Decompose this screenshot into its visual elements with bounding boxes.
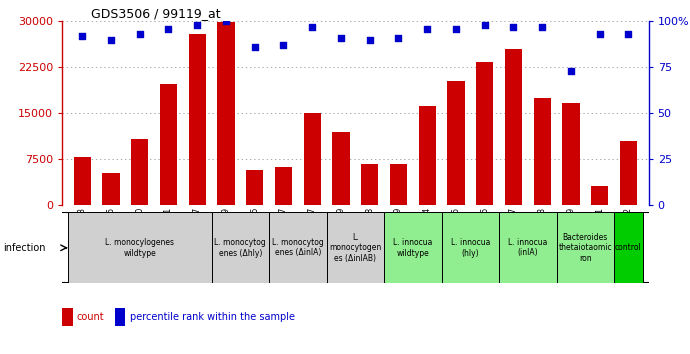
Text: control: control bbox=[615, 243, 642, 252]
FancyBboxPatch shape bbox=[557, 212, 614, 283]
Bar bbox=[562, 103, 580, 205]
Text: L. monocylogenes
wildtype: L. monocylogenes wildtype bbox=[105, 238, 174, 257]
Point bbox=[565, 68, 576, 74]
Bar bbox=[217, 22, 235, 205]
FancyBboxPatch shape bbox=[269, 212, 326, 283]
FancyBboxPatch shape bbox=[442, 212, 499, 283]
Text: L. monocytog
enes (ΔinlA): L. monocytog enes (ΔinlA) bbox=[272, 238, 324, 257]
Point bbox=[537, 24, 548, 30]
Bar bbox=[246, 170, 264, 205]
FancyBboxPatch shape bbox=[614, 212, 643, 283]
Text: GDS3506 / 99119_at: GDS3506 / 99119_at bbox=[91, 7, 221, 20]
Bar bbox=[419, 106, 436, 205]
Point bbox=[192, 22, 203, 28]
Bar bbox=[74, 158, 91, 205]
Bar bbox=[533, 98, 551, 205]
Bar bbox=[160, 84, 177, 205]
Text: L. innocua
wildtype: L. innocua wildtype bbox=[393, 238, 433, 257]
Text: L. innocua
(inlA): L. innocua (inlA) bbox=[508, 238, 548, 257]
Bar bbox=[62, 308, 72, 326]
Text: L.
monocytogen
es (ΔinlAB): L. monocytogen es (ΔinlAB) bbox=[329, 233, 382, 263]
Text: Bacteroides
thetaiotaomic
ron: Bacteroides thetaiotaomic ron bbox=[558, 233, 612, 263]
Bar bbox=[102, 173, 119, 205]
Point bbox=[306, 24, 317, 30]
Point bbox=[134, 31, 145, 37]
Point bbox=[335, 35, 346, 41]
Bar bbox=[275, 167, 292, 205]
Bar bbox=[188, 34, 206, 205]
Point bbox=[422, 26, 433, 32]
FancyBboxPatch shape bbox=[212, 212, 269, 283]
Bar bbox=[390, 164, 407, 205]
FancyBboxPatch shape bbox=[384, 212, 442, 283]
Point bbox=[220, 18, 231, 24]
Text: percentile rank within the sample: percentile rank within the sample bbox=[130, 312, 295, 322]
Bar bbox=[476, 62, 493, 205]
Point bbox=[479, 22, 490, 28]
Point bbox=[451, 26, 462, 32]
Point bbox=[106, 37, 117, 42]
Bar bbox=[447, 81, 464, 205]
Bar bbox=[333, 132, 350, 205]
Point bbox=[623, 31, 634, 37]
FancyBboxPatch shape bbox=[499, 212, 557, 283]
Text: L. monocytog
enes (Δhly): L. monocytog enes (Δhly) bbox=[215, 238, 266, 257]
Text: count: count bbox=[77, 312, 104, 322]
Point bbox=[594, 31, 605, 37]
Bar bbox=[304, 113, 321, 205]
Bar bbox=[361, 164, 378, 205]
Point bbox=[393, 35, 404, 41]
Point bbox=[508, 24, 519, 30]
Point bbox=[249, 44, 260, 50]
Bar bbox=[591, 186, 609, 205]
Text: infection: infection bbox=[3, 243, 46, 253]
Bar bbox=[620, 141, 637, 205]
Bar bbox=[505, 49, 522, 205]
Point bbox=[163, 26, 174, 32]
Bar bbox=[115, 308, 126, 326]
FancyBboxPatch shape bbox=[68, 212, 212, 283]
FancyBboxPatch shape bbox=[326, 212, 384, 283]
Point bbox=[77, 33, 88, 39]
Point bbox=[278, 42, 289, 48]
Point bbox=[364, 37, 375, 42]
Text: L. innocua
(hly): L. innocua (hly) bbox=[451, 238, 490, 257]
Bar bbox=[131, 139, 148, 205]
